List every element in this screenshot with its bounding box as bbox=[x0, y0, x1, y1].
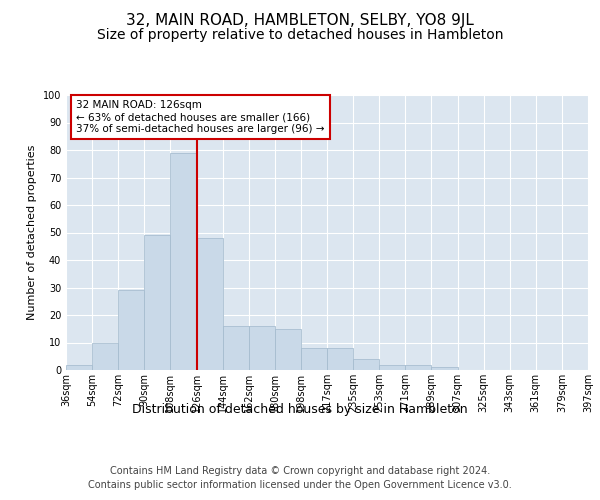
Text: Contains public sector information licensed under the Open Government Licence v3: Contains public sector information licen… bbox=[88, 480, 512, 490]
Text: Distribution of detached houses by size in Hambleton: Distribution of detached houses by size … bbox=[132, 402, 468, 415]
Text: Size of property relative to detached houses in Hambleton: Size of property relative to detached ho… bbox=[97, 28, 503, 42]
Bar bbox=[327, 348, 353, 370]
Bar bbox=[92, 342, 118, 370]
Y-axis label: Number of detached properties: Number of detached properties bbox=[27, 145, 37, 320]
Bar bbox=[249, 326, 275, 370]
Bar bbox=[118, 290, 145, 370]
Bar bbox=[197, 238, 223, 370]
Bar bbox=[275, 329, 301, 370]
Text: 32 MAIN ROAD: 126sqm
← 63% of detached houses are smaller (166)
37% of semi-deta: 32 MAIN ROAD: 126sqm ← 63% of detached h… bbox=[76, 100, 325, 134]
Bar bbox=[66, 364, 92, 370]
Text: 32, MAIN ROAD, HAMBLETON, SELBY, YO8 9JL: 32, MAIN ROAD, HAMBLETON, SELBY, YO8 9JL bbox=[126, 12, 474, 28]
Bar bbox=[431, 367, 458, 370]
Text: Contains HM Land Registry data © Crown copyright and database right 2024.: Contains HM Land Registry data © Crown c… bbox=[110, 466, 490, 476]
Bar bbox=[379, 364, 406, 370]
Bar bbox=[353, 359, 379, 370]
Bar bbox=[223, 326, 249, 370]
Bar bbox=[406, 364, 431, 370]
Bar bbox=[301, 348, 327, 370]
Bar bbox=[145, 236, 170, 370]
Bar bbox=[170, 153, 197, 370]
